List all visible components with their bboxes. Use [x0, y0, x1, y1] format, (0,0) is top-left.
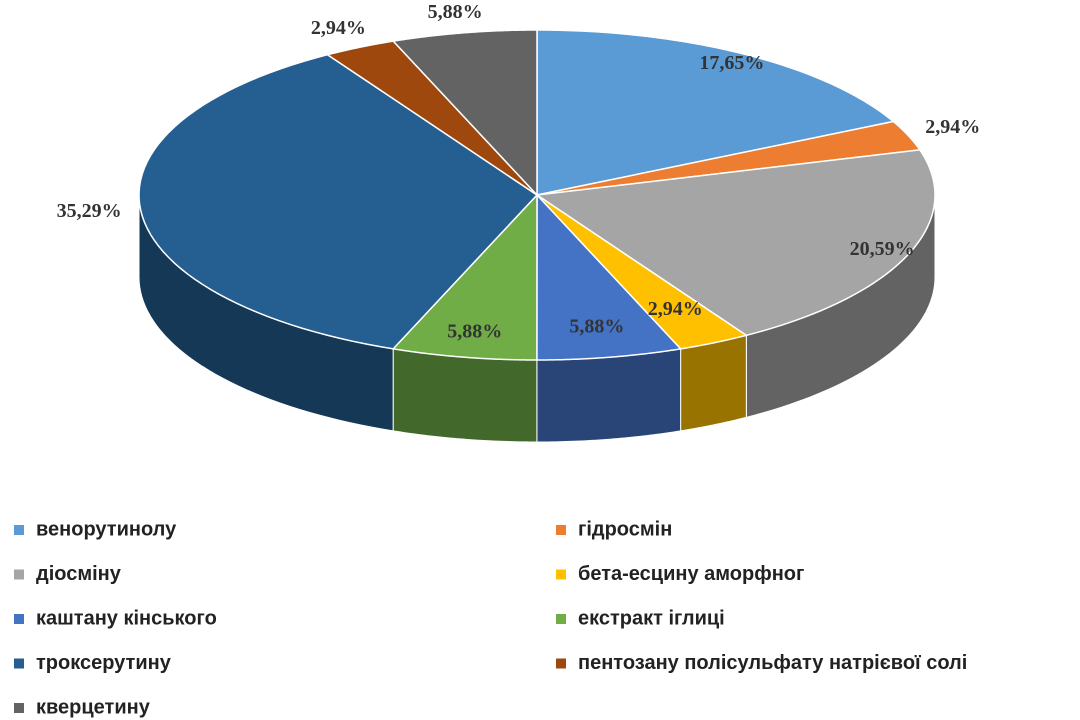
- legend-swatch: [14, 569, 24, 580]
- legend-swatch: [556, 614, 566, 624]
- legend-swatch: [14, 525, 24, 535]
- slice: [536, 120, 922, 196]
- data-label: 2,94%: [311, 17, 366, 39]
- legend-swatch: [556, 658, 566, 669]
- legend-label: екстракт іглиці: [578, 607, 725, 629]
- data-label: 35,29%: [57, 200, 122, 222]
- slice: [391, 29, 538, 197]
- legend-label: діосміну: [36, 563, 122, 585]
- slice: [138, 53, 539, 350]
- legend-swatch: [14, 703, 24, 713]
- slice: [536, 194, 749, 350]
- legend-label: троксерутину: [36, 652, 172, 674]
- slice: [391, 193, 538, 361]
- slice-side: [536, 348, 682, 443]
- slice: [325, 40, 538, 196]
- legend-label: венорутинолу: [36, 518, 177, 540]
- slice-side: [392, 348, 538, 443]
- legend-label: пентозану полісульфату натрієвої солі: [578, 652, 967, 674]
- data-label: 5,88%: [428, 1, 483, 23]
- legend-label: каштану кінського: [36, 607, 217, 629]
- legend-swatch: [14, 658, 24, 669]
- legend-swatch: [556, 525, 566, 535]
- data-label: 5,88%: [569, 316, 624, 338]
- legend-label: бета-есцину аморфног: [578, 563, 804, 585]
- data-label: 2,94%: [925, 116, 980, 138]
- legend-label: гідросмін: [578, 518, 672, 540]
- legend-swatch: [14, 614, 24, 624]
- slice-side: [680, 334, 747, 432]
- data-label: 20,59%: [850, 238, 915, 260]
- legend-swatch: [556, 569, 566, 580]
- slice: [536, 193, 683, 361]
- slice: [536, 29, 896, 196]
- legend-label: кверцетину: [36, 696, 151, 718]
- data-label: 17,65%: [699, 52, 764, 74]
- slice: [534, 149, 936, 337]
- data-label: 2,94%: [648, 298, 703, 320]
- data-label: 5,88%: [447, 320, 502, 342]
